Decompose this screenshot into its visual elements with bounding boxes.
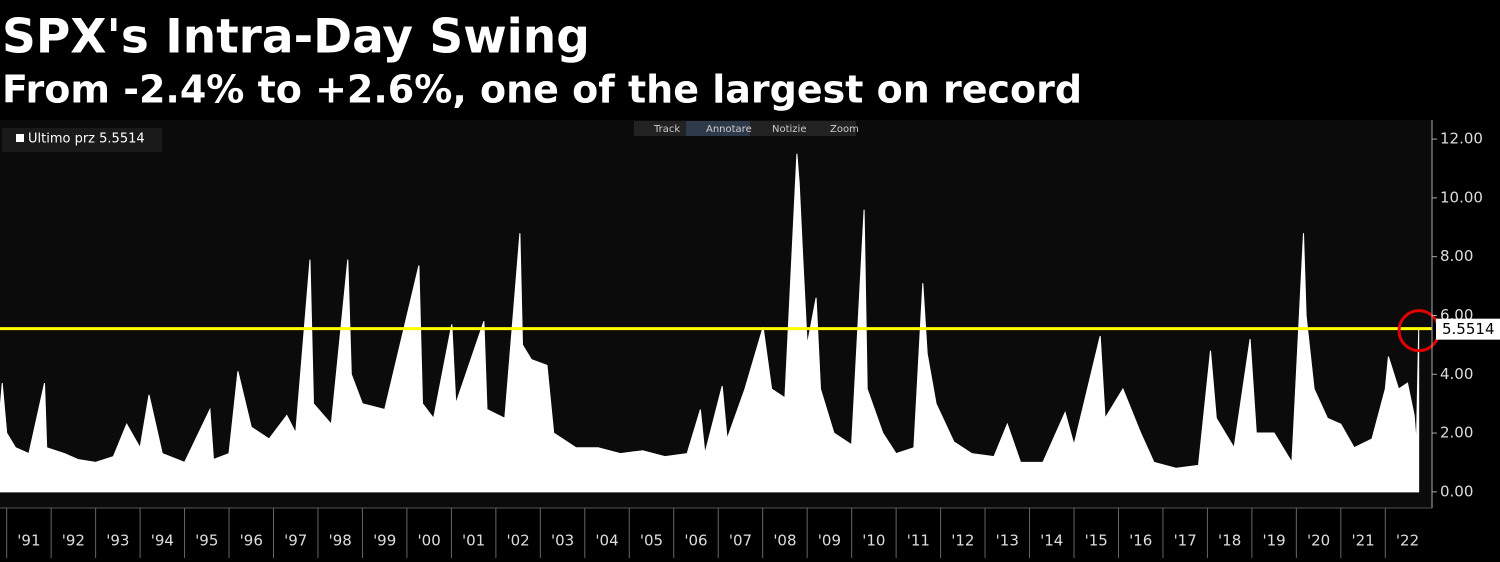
x-tick-label: '04 [595, 532, 618, 550]
x-tick-label: '96 [240, 532, 263, 550]
x-tick-label: '09 [818, 532, 841, 550]
x-tick-label: '92 [62, 532, 85, 550]
toolbar-button[interactable]: Zoom [830, 124, 859, 135]
x-tick-label: '99 [373, 532, 396, 550]
toolbar-button[interactable]: Annotare [706, 124, 752, 135]
x-tick-label: '12 [951, 532, 974, 550]
legend-swatch [16, 134, 24, 142]
x-tick-label: '93 [106, 532, 129, 550]
level-label-bg [1436, 318, 1500, 340]
x-tick-label: '05 [640, 532, 663, 550]
x-tick-label: '08 [773, 532, 796, 550]
x-tick-label: '02 [506, 532, 529, 550]
x-tick-label: '97 [284, 532, 307, 550]
x-tick-label: '91 [17, 532, 40, 550]
x-tick-label: '14 [1040, 532, 1063, 550]
chart-title: SPX's Intra-Day Swing [2, 10, 590, 65]
x-tick-label: '19 [1263, 532, 1286, 550]
x-tick-label: '17 [1174, 532, 1197, 550]
x-tick-label: '21 [1351, 532, 1374, 550]
x-tick-label: '15 [1085, 532, 1108, 550]
plot: Ultimo prz 5.55140.002.004.006.008.0010.… [0, 120, 1500, 558]
x-tick-label: '01 [462, 532, 485, 550]
level-label: 5.5514 [1442, 320, 1495, 338]
x-tick-label: '22 [1396, 532, 1419, 550]
y-tick-label: 2.00 [1440, 424, 1473, 442]
x-tick-label: '98 [329, 532, 352, 550]
legend-label: Ultimo prz 5.5514 [28, 132, 145, 147]
x-tick-label: '10 [862, 532, 885, 550]
x-tick-label: '13 [996, 532, 1019, 550]
x-tick-label: '16 [1129, 532, 1152, 550]
legend-bg [2, 128, 162, 152]
x-tick-label: '03 [551, 532, 574, 550]
x-tick-label: '94 [151, 532, 174, 550]
y-tick-label: 10.00 [1440, 188, 1483, 206]
x-tick-label: '00 [418, 532, 441, 550]
y-tick-label: 12.00 [1440, 130, 1483, 148]
x-tick-label: '95 [195, 532, 218, 550]
x-tick-label: '20 [1307, 532, 1330, 550]
toolbar-button[interactable]: Track [653, 124, 680, 135]
x-tick-label: '07 [729, 532, 752, 550]
y-tick-label: 8.00 [1440, 247, 1473, 265]
toolbar: Track Annotare Notizie Zoom [634, 121, 859, 136]
toolbar-button[interactable]: Notizie [772, 124, 806, 135]
x-tick-label: '18 [1218, 532, 1241, 550]
y-tick-label: 0.00 [1440, 482, 1473, 500]
y-tick-label: 4.00 [1440, 365, 1473, 383]
toolbar-active [686, 121, 750, 136]
x-tick-label: '11 [907, 532, 930, 550]
x-tick-label: '06 [684, 532, 707, 550]
chart-subtitle: From -2.4% to +2.6%, one of the largest … [2, 68, 1082, 112]
